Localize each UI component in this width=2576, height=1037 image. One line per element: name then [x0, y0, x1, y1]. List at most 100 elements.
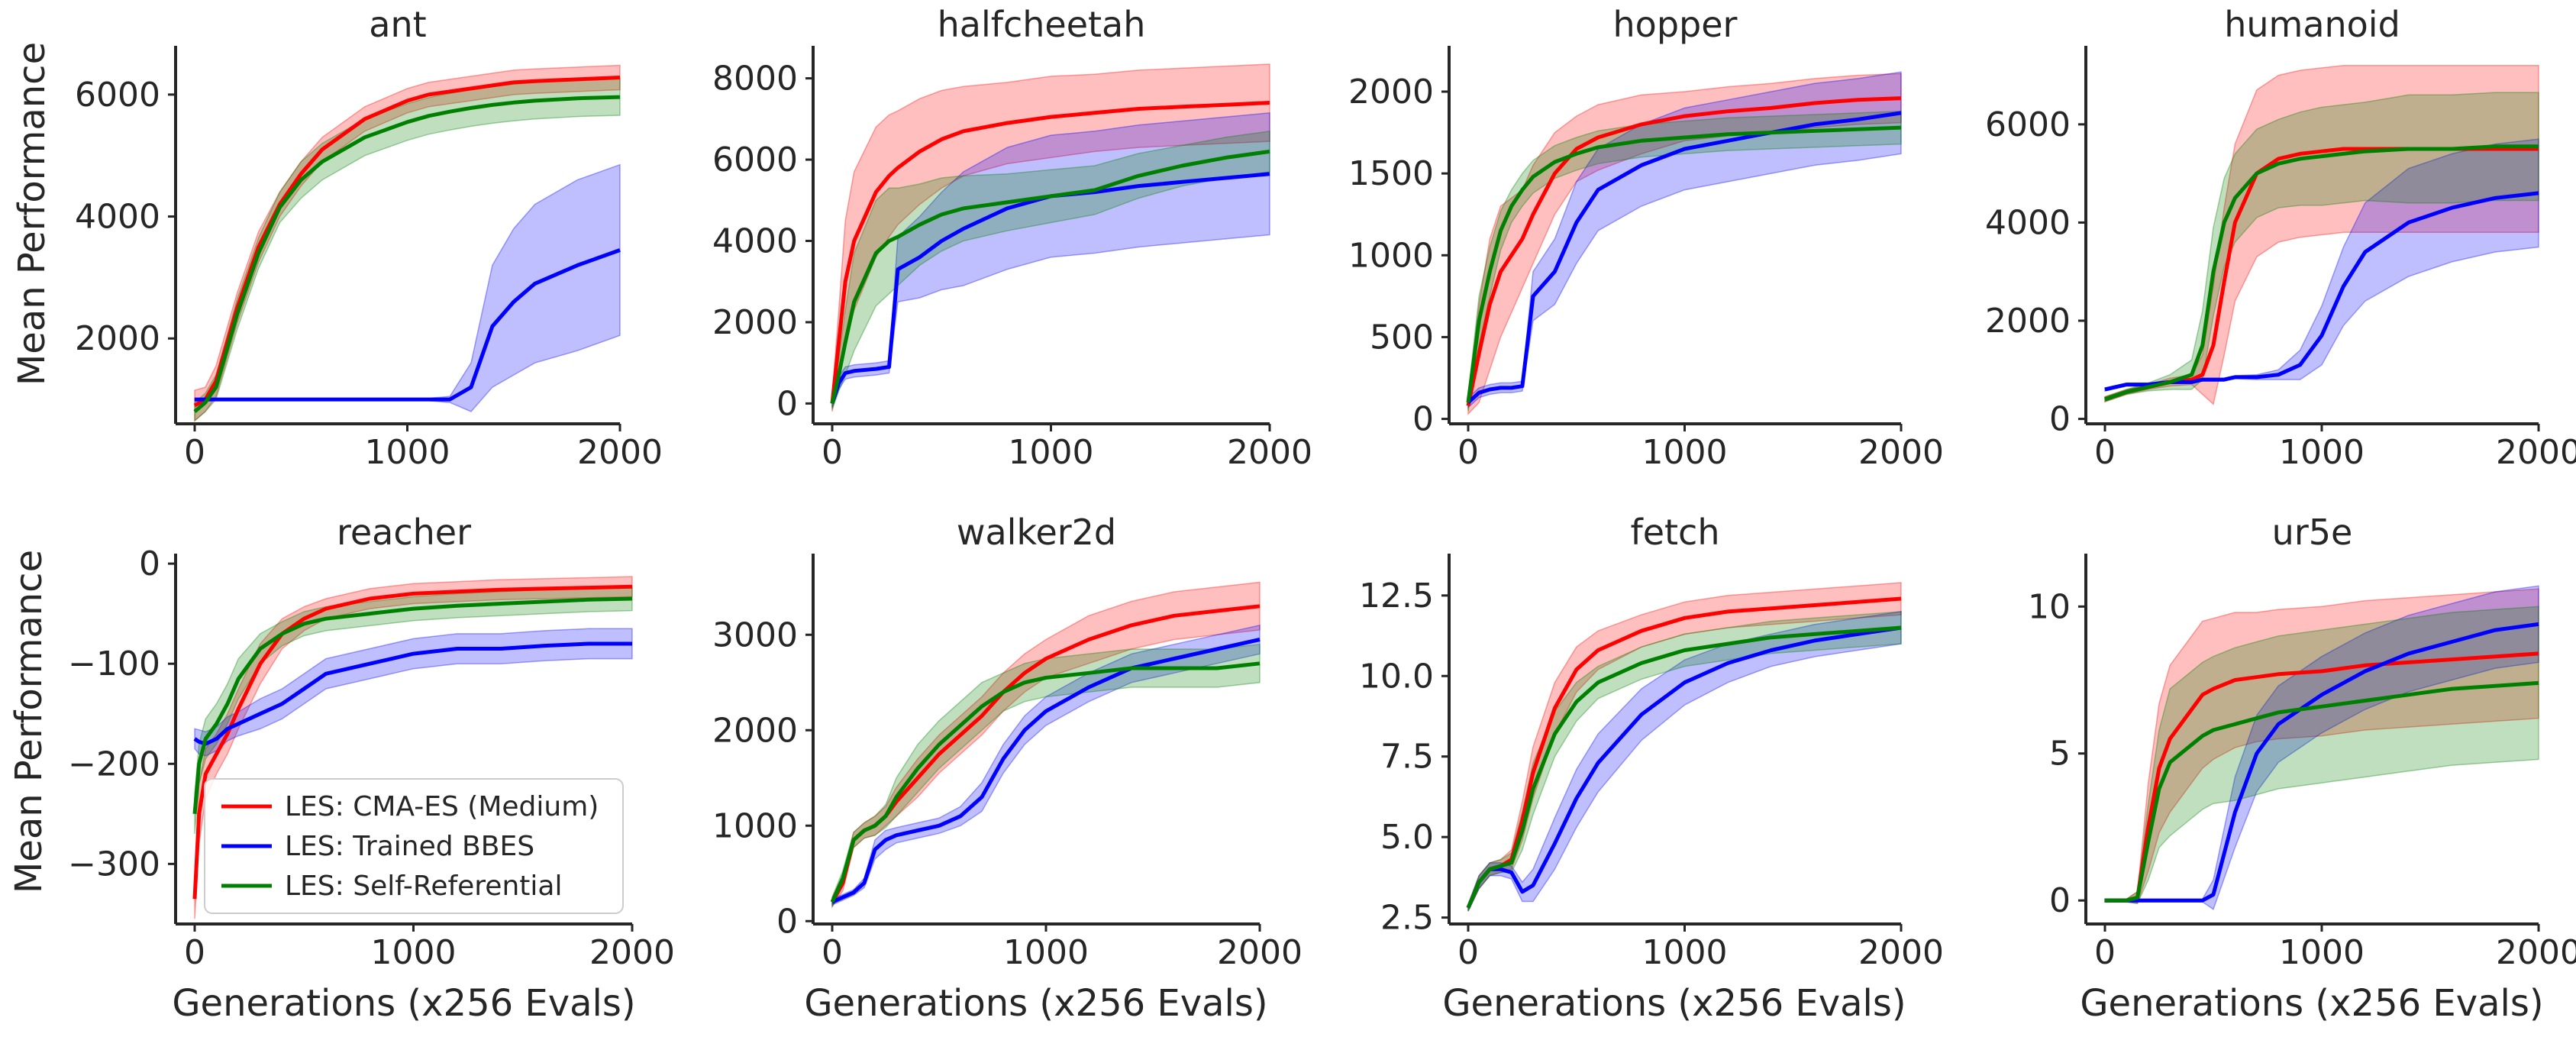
panel-title: fetch: [1631, 512, 1720, 553]
band-selfref: [1467, 110, 1902, 412]
x-tick-label: 0: [822, 433, 843, 472]
x-tick-label: 1000: [2279, 933, 2365, 972]
line-bbes: [830, 172, 1270, 405]
y-tick-label: 1000: [712, 806, 798, 845]
x-tick-label: 2000: [1858, 933, 1944, 972]
x-tick-label: 2000: [1217, 933, 1303, 972]
line-bbes: [1467, 111, 1902, 404]
x-tick-label: 0: [2094, 433, 2116, 472]
panel-fetch: fetch 0 1000 2000 2.5 5.0 7.5 10.0 12.5: [1359, 512, 1944, 972]
y-tick-label: 2.5: [1380, 899, 1434, 938]
panel-title: hopper: [1613, 4, 1738, 45]
panel-ant: ant 0 1000 2000 2000 4000 6000: [75, 4, 663, 472]
x-tick-label: 0: [1457, 933, 1479, 972]
x-tick-label: 1000: [365, 433, 450, 472]
x-tick-label: 2000: [577, 433, 663, 472]
legend-label-selfref: LES: Self-Referential: [285, 871, 562, 902]
band-selfref: [194, 78, 621, 422]
x-tick-label: 2000: [589, 933, 675, 972]
y-tick-label: 4000: [1985, 203, 2071, 242]
band-bbes: [194, 163, 621, 412]
panel-title: humanoid: [2224, 4, 2400, 45]
y-tick-label: 2000: [712, 303, 798, 342]
x-tick-label: 0: [184, 933, 205, 972]
y-tick-label: 0: [1412, 400, 1434, 439]
band-selfref: [831, 130, 1270, 410]
x-tick-label: 2000: [2496, 933, 2576, 972]
line-cmaes: [192, 584, 633, 900]
x-tick-label: 0: [1457, 433, 1479, 472]
x-tick-label: 1000: [1642, 433, 1728, 472]
x-tick-label: 1000: [1642, 933, 1728, 972]
panel-title: ur5e: [2272, 512, 2353, 553]
x-axis-label-reacher: Generations (x256 Evals): [172, 982, 635, 1025]
y-tick-label: 6000: [75, 76, 160, 115]
line-cmaes: [830, 101, 1270, 404]
band-bbes: [1467, 611, 1902, 912]
line-selfref: [2104, 144, 2539, 402]
y-tick-label: 6000: [712, 141, 798, 179]
x-axis-label-ur5e: Generations (x256 Evals): [2080, 982, 2543, 1025]
y-tick-label: −200: [68, 745, 160, 783]
band-cmaes: [1467, 582, 1902, 912]
line-bbes: [1466, 625, 1902, 909]
x-tick-label: 0: [2094, 933, 2116, 972]
y-tick-label: 2000: [75, 319, 160, 358]
band-cmaes: [1467, 73, 1902, 415]
x-tick-label: 1000: [1009, 433, 1094, 472]
line-selfref: [830, 149, 1270, 404]
line-bbes: [195, 248, 621, 402]
panel-title: halfcheetah: [938, 4, 1146, 45]
legend-label-cmaes: LES: CMA-ES (Medium): [285, 791, 599, 822]
line-cmaes: [1466, 96, 1902, 406]
legend-frame: [204, 778, 624, 914]
y-tick-label: 3000: [712, 615, 798, 654]
y-tick-label: 0: [2049, 881, 2071, 920]
panel-title: ant: [369, 4, 426, 45]
y-tick-label: 0: [776, 384, 798, 423]
y-tick-label: 8000: [712, 60, 798, 99]
y-tick-label: 1000: [1348, 236, 1434, 275]
line-selfref: [2105, 680, 2539, 903]
panel-walker2d: walker2d 0 1000 2000 0 1000 2000 3000: [712, 512, 1303, 972]
panel-title: walker2d: [957, 512, 1116, 553]
band-bbes: [1467, 71, 1902, 409]
y-axis-label-row1: Mean Performance: [11, 42, 53, 386]
band-cmaes: [194, 64, 621, 422]
y-tick-label: 5: [2049, 735, 2071, 774]
band-cmaes: [831, 581, 1261, 909]
band-bbes: [831, 111, 1270, 408]
line-selfref: [1466, 625, 1902, 909]
panel-ur5e: ur5e 0 1000 2000 0 5 10: [2028, 512, 2576, 972]
band-selfref: [1467, 611, 1902, 912]
panel-reacher: reacher 0 1000 2000 −300 −200 −100 0: [68, 512, 675, 972]
band-selfref: [194, 586, 633, 835]
y-tick-label: 7.5: [1380, 738, 1434, 777]
y-tick-label: 5.0: [1380, 818, 1434, 857]
x-axis-label-walker2d: Generations (x256 Evals): [804, 982, 1267, 1025]
line-cmaes: [2105, 651, 2539, 903]
x-tick-label: 2000: [2496, 433, 2576, 472]
y-tick-label: 4000: [712, 221, 798, 260]
y-tick-label: 10: [2028, 587, 2071, 626]
y-tick-label: 12.5: [1359, 577, 1434, 615]
y-tick-label: 2000: [712, 711, 798, 750]
y-tick-label: 1500: [1348, 154, 1434, 193]
x-tick-label: 0: [822, 933, 843, 972]
y-tick-label: 6000: [1985, 105, 2071, 144]
band-bbes: [831, 624, 1261, 906]
legend-label-bbes: LES: Trained BBES: [285, 831, 534, 862]
y-tick-label: 0: [139, 544, 160, 583]
y-tick-label: 0: [776, 902, 798, 941]
x-tick-label: 1000: [2279, 433, 2365, 472]
y-tick-label: 500: [1370, 318, 1434, 357]
band-selfref: [2104, 92, 2539, 403]
band-bbes: [194, 628, 633, 757]
x-tick-label: 1000: [371, 933, 457, 972]
legend: LES: CMA-ES (Medium) LES: Trained BBES LES…: [204, 778, 624, 914]
y-tick-label: −300: [68, 845, 160, 884]
x-tick-label: 0: [184, 433, 205, 472]
x-tick-label: 2000: [1858, 433, 1944, 472]
